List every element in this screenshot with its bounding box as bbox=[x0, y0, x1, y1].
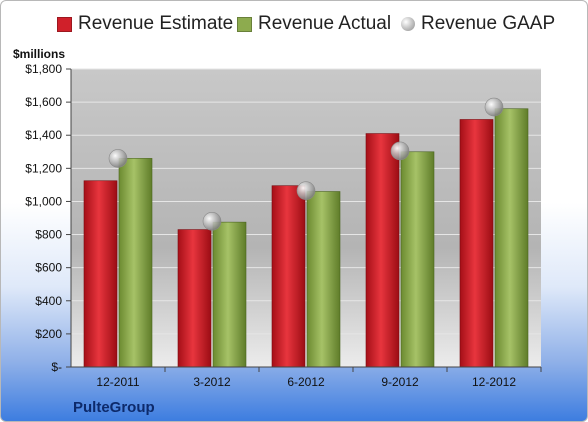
y-axis-unit-label: $millions bbox=[13, 47, 66, 61]
bar-revenue-estimate-3-2012 bbox=[177, 229, 212, 368]
y-tick-label: $1,000 bbox=[25, 194, 62, 208]
marker-revenue-gaap-9-2012 bbox=[390, 141, 410, 161]
y-tick-label: $- bbox=[51, 360, 62, 374]
y-tick-label: $1,800 bbox=[25, 62, 62, 76]
bar-revenue-actual-9-2012 bbox=[400, 151, 435, 368]
x-tick-label: 12-2011 bbox=[96, 375, 139, 389]
legend-label-gaap: Revenue GAAP bbox=[421, 13, 556, 34]
marker-revenue-gaap-12-2011 bbox=[108, 149, 128, 168]
company-name: PulteGroup bbox=[73, 399, 155, 416]
bar-revenue-actual-6-2012 bbox=[306, 191, 341, 368]
legend-label-estimate: Revenue Estimate bbox=[78, 13, 234, 34]
marker-revenue-gaap-12-2012 bbox=[484, 97, 504, 117]
x-tick-label: 12-2012 bbox=[472, 375, 516, 389]
legend-item-gaap: Revenue GAAP bbox=[401, 13, 555, 35]
bar-revenue-actual-12-2011 bbox=[118, 158, 153, 368]
legend-swatch-estimate bbox=[57, 16, 72, 32]
bar-revenue-actual-12-2012 bbox=[494, 108, 529, 368]
marker-revenue-gaap-3-2012 bbox=[202, 212, 222, 231]
legend-label-actual: Revenue Actual bbox=[258, 13, 392, 34]
y-tick-label: $1,200 bbox=[25, 161, 62, 175]
bar-revenue-estimate-9-2012 bbox=[365, 133, 400, 368]
bar-revenue-estimate-12-2012 bbox=[459, 119, 494, 368]
y-tick-label: $400 bbox=[35, 294, 62, 308]
bar-revenue-actual-3-2012 bbox=[212, 221, 247, 368]
y-tick-label: $600 bbox=[35, 261, 62, 275]
legend-item-estimate: Revenue Estimate bbox=[57, 13, 233, 35]
legend-swatch-actual bbox=[237, 16, 252, 32]
marker-revenue-gaap-6-2012 bbox=[296, 181, 316, 200]
x-tick-label: 3-2012 bbox=[193, 375, 231, 389]
legend-swatch-gaap bbox=[401, 17, 415, 31]
bar-revenue-estimate-12-2011 bbox=[83, 180, 118, 368]
y-tick-label: $800 bbox=[35, 228, 62, 242]
y-tick-label: $1,400 bbox=[25, 128, 62, 142]
y-tick-label: $200 bbox=[35, 327, 62, 341]
x-tick-label: 6-2012 bbox=[287, 375, 325, 389]
bar-revenue-estimate-6-2012 bbox=[271, 185, 306, 368]
y-tick-label: $1,600 bbox=[25, 95, 62, 109]
x-tick-label: 9-2012 bbox=[381, 375, 419, 389]
legend: Revenue Estimate Revenue Actual Revenue … bbox=[1, 13, 587, 43]
legend-item-actual: Revenue Actual bbox=[237, 13, 391, 35]
